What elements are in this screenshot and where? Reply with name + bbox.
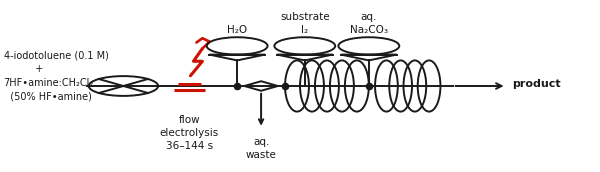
Text: substrate
I₂: substrate I₂ xyxy=(280,12,329,35)
Text: H₂O: H₂O xyxy=(227,25,247,35)
Text: flow
electrolysis
36–144 s: flow electrolysis 36–144 s xyxy=(160,115,219,151)
Text: product: product xyxy=(512,79,561,89)
Text: 4-iodotoluene (0.1 M)
          +
7HF•amine:CH₂Cl₂
  (50% HF•amine): 4-iodotoluene (0.1 M) + 7HF•amine:CH₂Cl₂… xyxy=(4,50,109,101)
Text: aq.
Na₂CO₃: aq. Na₂CO₃ xyxy=(350,12,388,35)
Text: aq.
waste: aq. waste xyxy=(245,137,277,160)
